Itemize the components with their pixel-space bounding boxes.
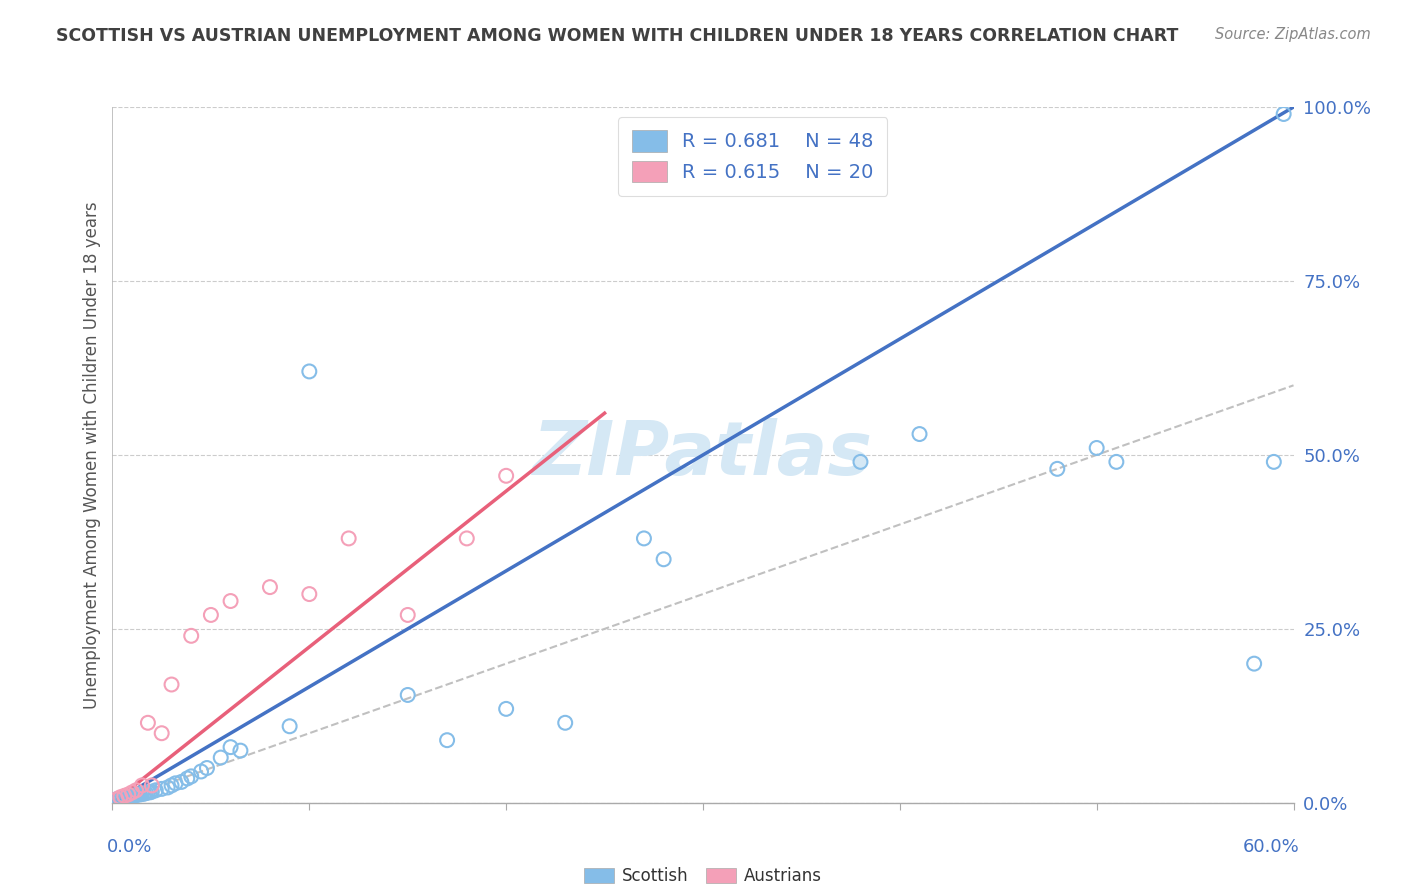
Point	[1243, 657, 1265, 671]
Point	[132, 787, 155, 801]
Point	[112, 791, 135, 805]
Point	[200, 607, 222, 622]
Point	[298, 587, 321, 601]
Point	[141, 778, 163, 792]
Point	[145, 783, 167, 797]
Point	[195, 761, 218, 775]
Point	[121, 789, 143, 803]
Point	[136, 715, 159, 730]
Point	[436, 733, 458, 747]
Point	[139, 785, 162, 799]
Point	[209, 750, 232, 764]
Point	[125, 783, 148, 797]
Point	[127, 788, 149, 802]
Point	[156, 780, 179, 795]
Text: 60.0%: 60.0%	[1243, 838, 1299, 855]
Point	[495, 468, 517, 483]
Point	[115, 791, 138, 805]
Point	[150, 781, 173, 796]
Point	[135, 786, 157, 800]
Y-axis label: Unemployment Among Women with Children Under 18 years: Unemployment Among Women with Children U…	[83, 201, 101, 709]
Point	[908, 427, 931, 442]
Point	[160, 677, 183, 691]
Point	[125, 788, 148, 802]
Point	[120, 790, 142, 805]
Text: Source: ZipAtlas.com: Source: ZipAtlas.com	[1215, 27, 1371, 42]
Point	[105, 792, 128, 806]
Point	[1085, 441, 1108, 455]
Point	[180, 769, 202, 783]
Point	[112, 789, 135, 803]
Point	[495, 702, 517, 716]
Text: ZIPatlas: ZIPatlas	[533, 418, 873, 491]
Point	[652, 552, 675, 566]
Point	[298, 364, 321, 378]
Point	[190, 764, 212, 779]
Point	[141, 785, 163, 799]
Point	[105, 792, 128, 806]
Point	[396, 688, 419, 702]
Point	[111, 791, 134, 805]
Point	[160, 778, 183, 792]
Point	[633, 532, 655, 546]
Point	[219, 594, 242, 608]
Point	[180, 629, 202, 643]
Point	[136, 785, 159, 799]
Legend: Scottish, Austrians: Scottish, Austrians	[578, 861, 828, 892]
Point	[110, 790, 132, 805]
Point	[107, 792, 129, 806]
Point	[129, 788, 152, 802]
Point	[396, 607, 419, 622]
Text: 0.0%: 0.0%	[107, 838, 152, 855]
Point	[278, 719, 301, 733]
Point	[849, 455, 872, 469]
Point	[117, 788, 139, 802]
Point	[229, 744, 252, 758]
Point	[122, 789, 145, 803]
Text: SCOTTISH VS AUSTRIAN UNEMPLOYMENT AMONG WOMEN WITH CHILDREN UNDER 18 YEARS CORRE: SCOTTISH VS AUSTRIAN UNEMPLOYMENT AMONG …	[56, 27, 1178, 45]
Point	[176, 772, 198, 786]
Point	[117, 790, 139, 805]
Point	[337, 532, 360, 546]
Point	[131, 778, 153, 792]
Point	[219, 740, 242, 755]
Point	[121, 785, 143, 799]
Point	[150, 726, 173, 740]
Point	[170, 775, 193, 789]
Point	[1263, 455, 1285, 469]
Point	[1046, 462, 1069, 476]
Point	[165, 776, 187, 790]
Point	[554, 715, 576, 730]
Point	[259, 580, 281, 594]
Point	[1272, 107, 1295, 121]
Point	[110, 791, 132, 805]
Point	[1105, 455, 1128, 469]
Point	[131, 787, 153, 801]
Point	[456, 532, 478, 546]
